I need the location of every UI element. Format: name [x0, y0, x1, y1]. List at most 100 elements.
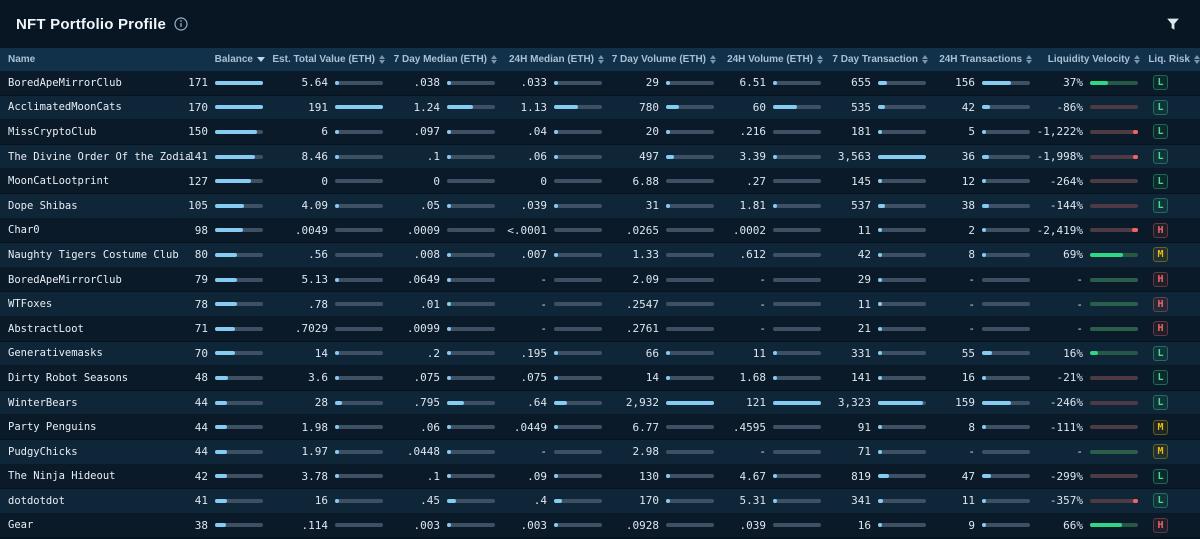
table-row[interactable]: Char0 98 .0049 .0009 <.0001 .0265 .0002 … [0, 218, 1200, 244]
balance-bar [215, 498, 263, 503]
filter-button[interactable] [1164, 16, 1182, 33]
est-total-value-bar [335, 105, 383, 110]
liquidity-velocity-cell: 16% [1032, 347, 1140, 360]
table-row[interactable]: WTFoxes 78 .78 .01 - .2547 - 11 - - H [0, 292, 1200, 317]
liquidity-velocity-cell: -299% [1032, 470, 1140, 483]
collection-name[interactable]: AbstractLoot [8, 322, 84, 335]
24h-transactions-value: - [968, 445, 975, 459]
liquidity-velocity-value: -299% [1049, 469, 1083, 483]
24h-transactions-value: 55 [961, 346, 975, 360]
table-row[interactable]: Naughty Tigers Costume Club 80 .56 .008 … [0, 243, 1200, 268]
7day-median-cell: .0009 [385, 224, 497, 237]
collection-name[interactable]: Gear [8, 519, 34, 532]
column-header-liquidity-velocity[interactable]: Liquidity Velocity [1032, 54, 1140, 65]
table-row[interactable]: WinterBears 44 28 .795 .64 2,932 121 3,3… [0, 390, 1200, 416]
column-header-est-total-value[interactable]: Est. Total Value (ETH) [265, 54, 385, 65]
collection-name[interactable]: WTFoxes [8, 298, 53, 311]
collection-name[interactable]: Char0 [8, 224, 40, 237]
collection-name[interactable]: AcclimatedMoonCats [8, 101, 122, 114]
table-row[interactable]: PudgyChicks 44 1.97 .0448 - 2.98 - 71 - … [0, 439, 1200, 465]
collection-name[interactable]: Party Penguins [8, 421, 97, 434]
collection-name[interactable]: MoonCatLootprint [8, 175, 110, 188]
table-row[interactable]: Gear 38 .114 .003 .003 .0928 .039 16 9 6… [0, 513, 1200, 539]
sort-updown-icon [922, 55, 928, 64]
liquidity-velocity-bar [1090, 252, 1138, 257]
table-row[interactable]: Dirty Robot Seasons 48 3.6 .075 .075 14 … [0, 366, 1200, 391]
table-row[interactable]: BoredApeMirrorClub 171 5.64 .038 .033 29… [0, 71, 1200, 96]
7day-median-value: .0099 [406, 322, 440, 336]
24h-median-cell: .04 [497, 125, 604, 138]
collection-name[interactable]: MissCryptoClub [8, 125, 97, 138]
column-header-liq-risk[interactable]: Liq. Risk [1140, 54, 1200, 65]
column-header-24h-volume[interactable]: 24H Volume (ETH) [716, 54, 823, 65]
liq-risk-badge: L [1153, 149, 1168, 165]
sort-updown-icon [1026, 55, 1032, 64]
24h-volume-value: .0002 [732, 223, 766, 237]
table-row[interactable]: dotdotdot 41 16 .45 .4 170 5.31 341 11 -… [0, 489, 1200, 514]
table-row[interactable]: The Ninja Hideout 42 3.78 .1 .09 130 4.6… [0, 464, 1200, 490]
est-total-value-bar [335, 351, 383, 356]
collection-name[interactable]: Generativemasks [8, 347, 103, 360]
24h-median-bar [554, 425, 602, 430]
7day-volume-value: 2.09 [632, 273, 660, 287]
24h-median-cell: - [497, 273, 604, 286]
liquidity-velocity-value: -144% [1049, 199, 1083, 213]
7day-median-cell: .003 [385, 519, 497, 532]
est-total-value-bar [335, 228, 383, 233]
table-row[interactable]: The Divine Order Of the Zodiac 141 8.46 … [0, 144, 1200, 170]
table-row[interactable]: Generativemasks 70 14 .2 .195 66 11 331 … [0, 341, 1200, 367]
liq-risk-badge: L [1153, 370, 1168, 386]
7day-median-value: .06 [420, 420, 440, 434]
liquidity-velocity-value: -357% [1049, 494, 1083, 508]
column-header-24h-median[interactable]: 24H Median (ETH) [497, 54, 604, 65]
est-total-value-bar [335, 449, 383, 454]
collection-name[interactable]: The Divine Order Of the Zodiac [8, 150, 190, 163]
collection-name[interactable]: Dope Shibas [8, 199, 78, 212]
liquidity-velocity-bar [1090, 498, 1138, 503]
7day-volume-value: 2,932 [625, 396, 659, 410]
column-header-24h-transactions[interactable]: 24H Transactions [928, 54, 1032, 65]
liquidity-velocity-value: - [1076, 273, 1083, 287]
column-header-name[interactable]: Name [0, 54, 190, 65]
table-row[interactable]: AbstractLoot 71 .7029 .0099 - .2761 - 21… [0, 316, 1200, 342]
est-total-value-cell: 28 [265, 396, 385, 409]
24h-median-cell: .007 [497, 248, 604, 261]
collection-name[interactable]: The Ninja Hideout [8, 470, 116, 483]
collection-name[interactable]: Dirty Robot Seasons [8, 371, 129, 384]
24h-median-value: .039 [520, 199, 548, 213]
table-row[interactable]: Party Penguins 44 1.98 .06 .0449 6.77 .4… [0, 415, 1200, 440]
collection-name[interactable]: WinterBears [8, 396, 78, 409]
collection-name[interactable]: dotdotdot [8, 494, 65, 507]
7day-volume-cell: 14 [604, 371, 716, 384]
24h-volume-value: .612 [739, 248, 767, 262]
table-row[interactable]: MissCryptoClub 150 6 .097 .04 20 .216 18… [0, 120, 1200, 145]
balance-cell: 170 [188, 101, 265, 114]
liquidity-velocity-cell: -144% [1032, 199, 1140, 212]
column-header-7day-median[interactable]: 7 Day Median (ETH) [385, 54, 497, 65]
7day-volume-value: .0265 [625, 223, 659, 237]
liquidity-velocity-bar [1090, 129, 1138, 134]
table-row[interactable]: BoredApeMirrorClub 79 5.13 .0649 - 2.09 … [0, 267, 1200, 293]
column-header-balance[interactable]: Balance [190, 54, 265, 65]
info-circle-icon[interactable] [174, 17, 188, 31]
column-header-7day-volume[interactable]: 7 Day Volume (ETH) [604, 54, 716, 65]
7day-median-bar [447, 154, 495, 159]
7day-transaction-bar [878, 252, 926, 257]
collection-name[interactable]: Naughty Tigers Costume Club [8, 248, 179, 261]
7day-median-bar [447, 425, 495, 430]
balance-value: 141 [188, 150, 208, 164]
7day-volume-cell: 497 [604, 150, 716, 163]
collection-name[interactable]: BoredApeMirrorClub [8, 76, 122, 89]
table-header-row: Name Balance Est. Total Value (ETH) 7 Da… [0, 48, 1200, 71]
table-row[interactable]: Dope Shibas 105 4.09 .05 .039 31 1.81 53… [0, 193, 1200, 219]
24h-median-cell: .0449 [497, 421, 604, 434]
collection-name[interactable]: BoredApeMirrorClub [8, 273, 122, 286]
est-total-value-cell: 3.78 [265, 470, 385, 483]
table-row[interactable]: MoonCatLootprint 127 0 0 0 6.88 .27 145 … [0, 169, 1200, 194]
table-row[interactable]: AcclimatedMoonCats 170 191 1.24 1.13 780… [0, 95, 1200, 121]
column-header-7day-transaction[interactable]: 7 Day Transaction [823, 54, 928, 65]
collection-name[interactable]: PudgyChicks [8, 445, 78, 458]
liquidity-velocity-bar [1090, 375, 1138, 380]
24h-median-value: 0 [540, 174, 547, 188]
est-total-value-bar [335, 425, 383, 430]
